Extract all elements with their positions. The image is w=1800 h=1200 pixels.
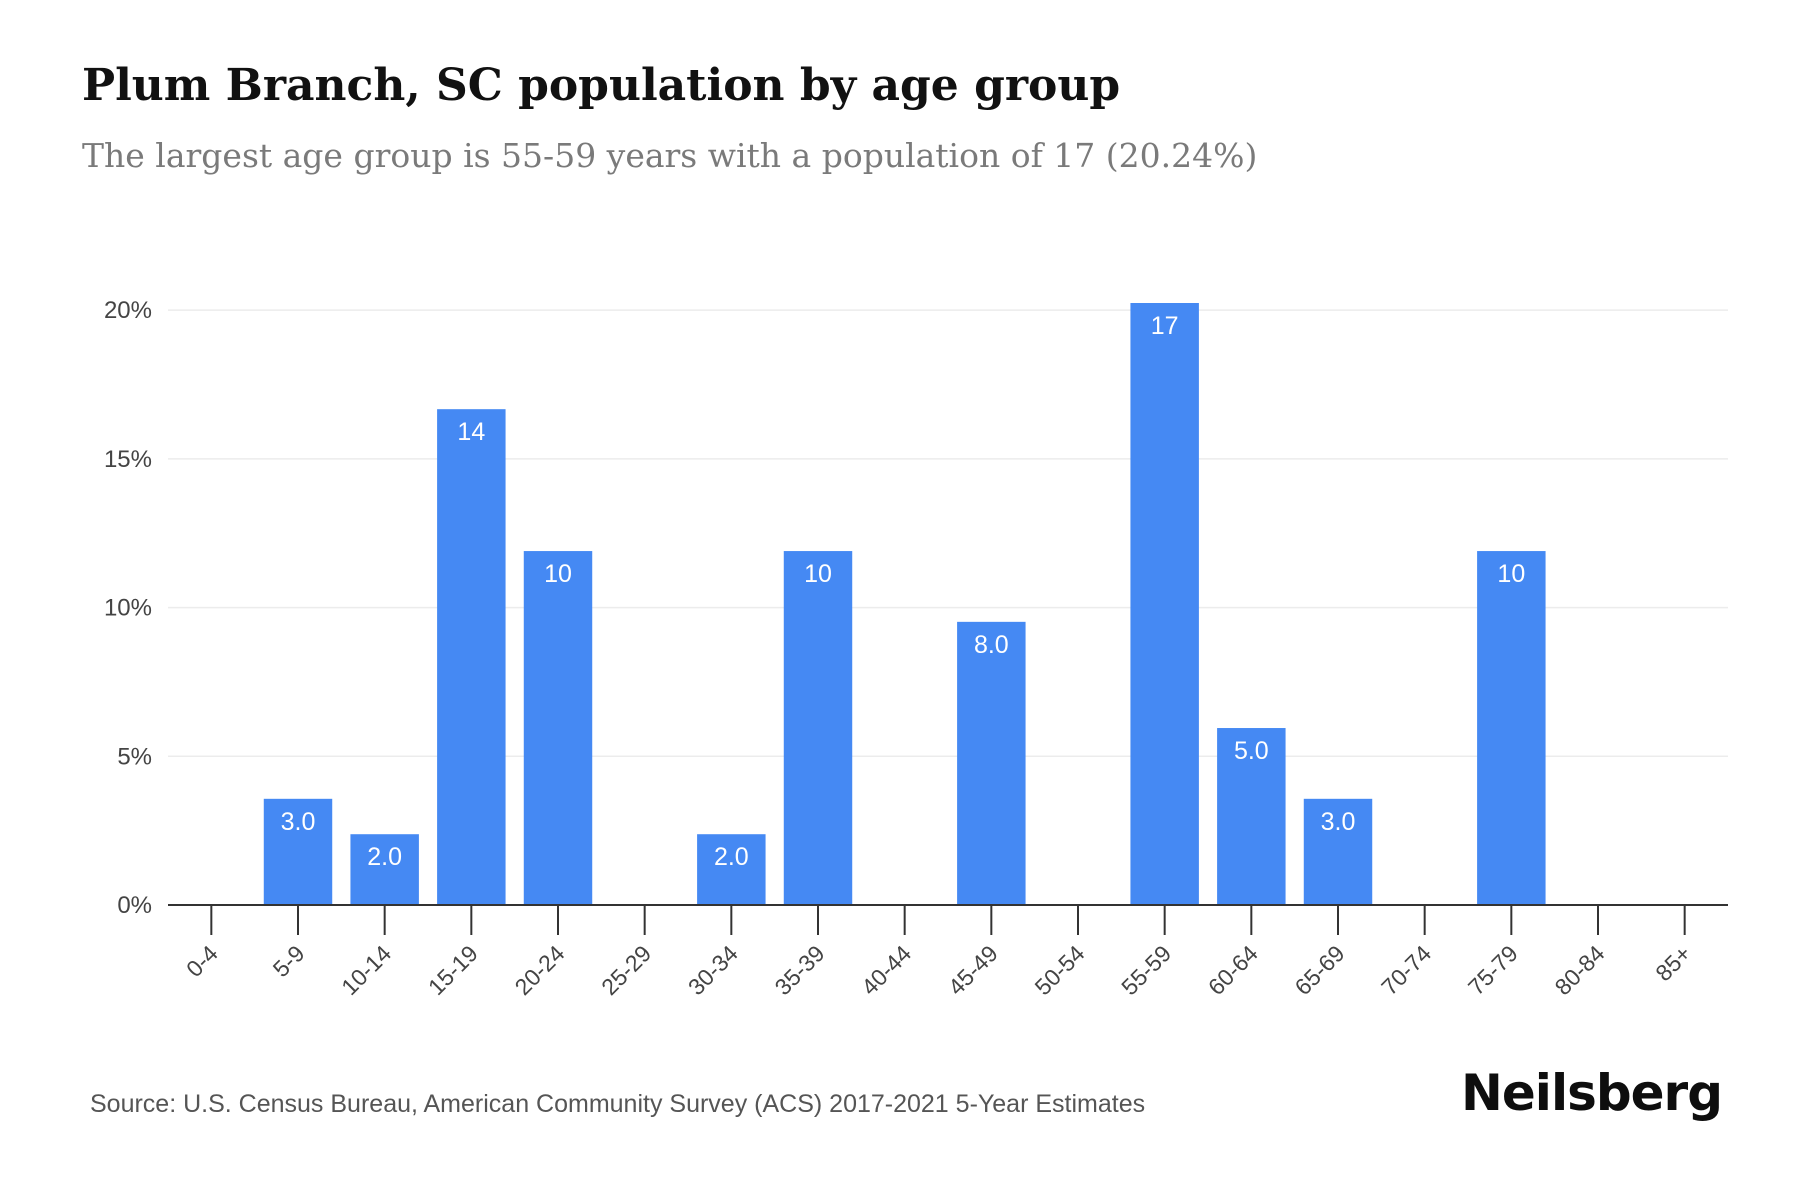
bar-value-label: 2.0 (367, 843, 402, 871)
source-note: Source: U.S. Census Bureau, American Com… (90, 1090, 1146, 1118)
bar-value-label: 10 (804, 560, 832, 588)
x-tick-label: 75-79 (1463, 940, 1523, 1000)
bar-value-label: 3.0 (1321, 808, 1356, 836)
bar-value-label: 10 (544, 560, 572, 588)
bar-30-34 (697, 834, 766, 905)
bar-value-label: 10 (1497, 560, 1525, 588)
bar-60-64 (1217, 728, 1286, 905)
bar-value-label: 2.0 (714, 843, 749, 871)
bar-75-79 (1477, 551, 1546, 905)
x-tick-label: 50-54 (1030, 940, 1090, 1000)
bar-15-19 (437, 409, 506, 905)
bar-5-9 (263, 798, 333, 905)
x-tick-label: 30-34 (683, 940, 743, 1000)
brand-logo: Neilsberg (1461, 1064, 1723, 1122)
x-tick-label: 85+ (1650, 940, 1696, 986)
x-tick-label: 5-9 (268, 940, 310, 982)
y-tick-label: 5% (117, 743, 152, 770)
x-tick-label: 40-44 (856, 940, 916, 1000)
bar-10-14 (350, 834, 419, 905)
x-tick-label: 55-59 (1116, 940, 1176, 1000)
x-tick-label: 60-64 (1203, 940, 1263, 1000)
bar-value-label: 17 (1151, 312, 1179, 340)
bar-chart: 0% 5% 10% 15% 20% 3.0 2.0 14 10 2.0 10 8.0 17 5.0 3.0 1… (104, 297, 1728, 1000)
y-tick-label: 0% (117, 892, 152, 919)
bar-value-label: 3.0 (281, 808, 316, 836)
bar-value-label: 5.0 (1234, 737, 1269, 765)
bar-35-39 (783, 551, 853, 905)
bar-20-24 (523, 551, 593, 905)
x-tick-label: 35-39 (770, 940, 830, 1000)
x-tick-label: 20-24 (510, 940, 570, 1000)
bar-value-label: 14 (457, 418, 485, 446)
chart-subtitle: The largest age group is 55-59 years wit… (82, 136, 1258, 175)
x-tick-label: 15-19 (423, 940, 483, 1000)
x-tick-label: 25-29 (596, 940, 656, 1000)
x-tick-label: 70-74 (1376, 940, 1436, 1000)
x-tick-label: 10-14 (336, 940, 396, 1000)
y-tick-label: 20% (104, 297, 152, 324)
x-tick-label: 0-4 (181, 940, 223, 982)
chart-title: Plum Branch, SC population by age group (82, 60, 1121, 111)
y-tick-label: 15% (104, 446, 152, 473)
bar-value-label: 8.0 (974, 631, 1009, 659)
bar-45-49 (957, 621, 1026, 905)
x-tick-label: 65-69 (1290, 940, 1350, 1000)
x-tick-label: 45-49 (943, 940, 1003, 1000)
bar-65-69 (1303, 798, 1373, 905)
y-tick-label: 10% (104, 595, 152, 622)
x-tick-label: 80-84 (1550, 940, 1610, 1000)
bar-55-59 (1130, 303, 1199, 905)
